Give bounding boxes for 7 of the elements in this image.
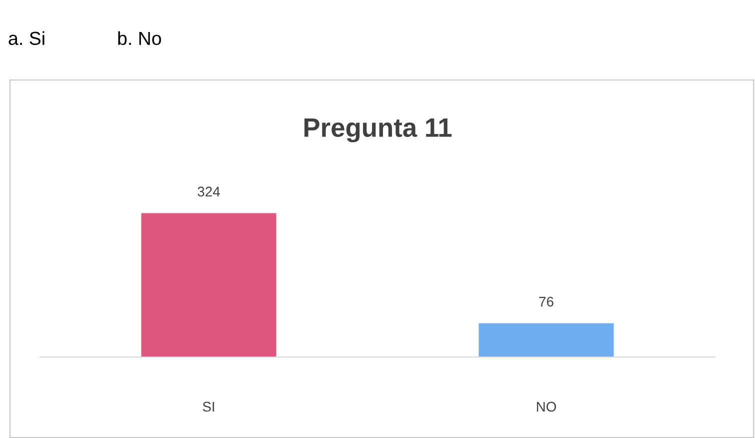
data-label: 76 — [539, 296, 554, 307]
data-label: 324 — [198, 186, 220, 197]
chart-title: Pregunta 11 — [304, 118, 452, 142]
x-tick-label: SI — [202, 402, 214, 412]
text: b. No — [118, 31, 162, 46]
text: a. Si — [8, 31, 44, 46]
x-tick-label: NO — [536, 402, 556, 412]
